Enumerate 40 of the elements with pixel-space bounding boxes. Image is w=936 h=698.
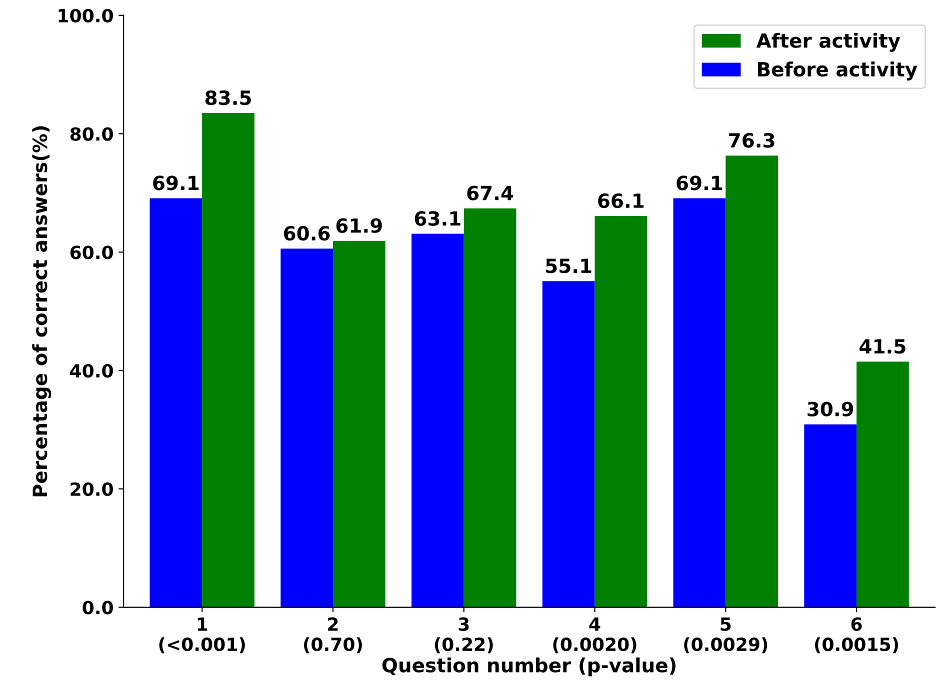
x-tick-label: 5 (0.0029)	[684, 618, 768, 654]
data-label: 66.1	[598, 193, 644, 208]
data-label: 41.5	[860, 339, 906, 354]
data-label: 83.5	[205, 90, 251, 106]
bar	[202, 113, 254, 608]
bar	[726, 156, 778, 608]
y-tick-label: 0.0	[82, 600, 113, 614]
bar	[332, 240, 386, 608]
bar	[804, 424, 857, 608]
x-axis-title: Question number (p-value)	[382, 657, 676, 676]
y-tick-label: 20.0	[70, 482, 113, 496]
legend-label: After activity	[756, 32, 900, 52]
data-label: 63.1	[414, 211, 460, 226]
x-tick-label: 1 (<0.001)	[159, 618, 245, 654]
data-label: 30.9	[808, 402, 854, 416]
x-tick-label: 3 (0.22)	[434, 617, 493, 654]
bar	[412, 234, 464, 608]
data-label: 61.9	[336, 218, 382, 233]
bar	[280, 248, 333, 608]
y-axis-title: Percentage of correct answers(%)	[32, 126, 52, 496]
y-tick-label: 60.0	[70, 246, 113, 260]
x-tick-label: 2 (0.70)	[304, 617, 362, 654]
bar	[594, 216, 648, 608]
bar	[856, 362, 909, 608]
legend-label: Before activity	[758, 62, 918, 81]
data-label: 69.1	[153, 176, 199, 190]
data-label: 67.4	[467, 186, 514, 200]
y-tick-label: 80.0	[70, 127, 113, 141]
data-label: 76.3	[729, 132, 774, 148]
data-label: 69.1	[676, 176, 722, 190]
y-tick-label: 100.0	[58, 8, 113, 22]
bar	[542, 281, 595, 608]
bar	[464, 208, 516, 608]
x-tick-label: 6 (0.0015)	[814, 617, 898, 654]
data-label: 55.1	[546, 258, 592, 274]
bar	[150, 198, 202, 608]
y-tick-label: 40.0	[70, 364, 113, 378]
data-label: 60.6	[284, 226, 330, 241]
bar	[673, 198, 726, 608]
x-tick-label: 4 (0.0020)	[553, 618, 636, 654]
